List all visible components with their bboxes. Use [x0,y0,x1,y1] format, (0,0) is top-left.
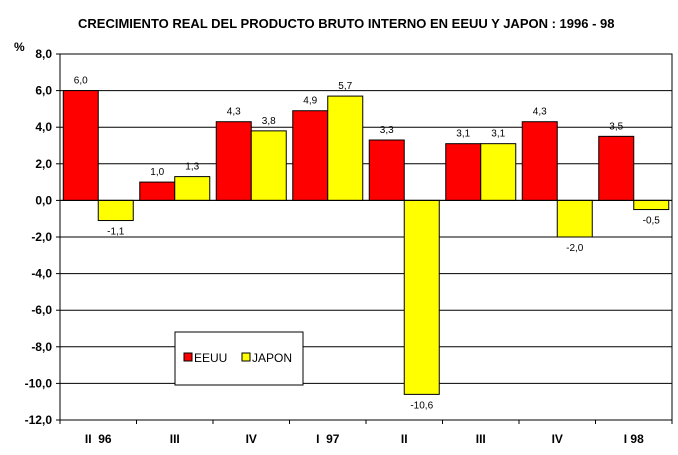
x-category-label: III [170,432,180,446]
y-axis-label: % [14,40,25,54]
bar-japon [250,130,287,201]
y-tick-label: -12,0 [25,413,53,427]
data-label: 4,9 [303,96,317,107]
data-label: -1,1 [107,227,125,238]
y-tick-label: 6,0 [35,84,52,98]
legend-label-japon: JAPON [252,351,292,365]
y-tick-label: -6,0 [31,303,52,317]
bar-japon [174,176,211,201]
legend: EEUU JAPON [174,331,304,386]
bar-japon [327,95,364,201]
bar-eeuu [521,121,558,201]
x-category-label: IV [246,432,257,446]
x-category-label: I 98 [624,432,644,446]
data-label: 3,3 [380,125,394,136]
data-label: -0,5 [643,216,661,227]
bar-eeuu [139,181,176,201]
bar-eeuu [445,143,482,201]
bar-japon [633,199,670,211]
bar-japon [556,199,593,238]
data-label: -2,0 [566,243,584,254]
legend-swatch-eeuu [183,352,193,362]
data-label: -10,6 [410,400,433,411]
legend-label-eeuu: EEUU [194,351,227,365]
legend-swatch-japon [241,352,251,362]
x-category-label: IV [552,432,563,446]
data-label: 5,7 [338,81,352,92]
y-tick-label: 4,0 [35,120,52,134]
data-label: 6,0 [74,76,88,87]
data-label: 3,8 [262,116,276,127]
bar-eeuu [215,121,252,201]
bar-japon [403,199,440,395]
data-label: 3,1 [491,129,505,140]
bar-japon [97,199,134,222]
data-label: 3,1 [456,129,470,140]
bar-eeuu [368,139,405,201]
y-tick-label: -10,0 [25,376,53,390]
bars [62,90,670,395]
data-label: 1,0 [150,167,164,178]
y-tick-label: 0,0 [35,193,52,207]
x-category-label: II [401,432,408,446]
chart-title: CRECIMIENTO REAL DEL PRODUCTO BRUTO INTE… [78,16,614,31]
y-tick-label: -4,0 [31,267,52,281]
x-category-label: II 96 [85,432,112,446]
bar-japon [480,143,517,201]
data-label: 4,3 [533,107,547,118]
x-category-label: I 97 [316,432,340,446]
y-tick-label: 2,0 [35,157,52,171]
y-tick-label: -2,0 [31,230,52,244]
axes: 8,0 6,0 4,0 2,0 0,0 -2,0 -4,0 -6,0 -8,0 -10,0 -12,… [25,47,673,446]
x-category-label: III [476,432,486,446]
legend-box [174,331,304,386]
data-label: 3,5 [609,121,623,132]
data-label: 4,3 [227,107,241,118]
y-tick-label: 8,0 [35,47,52,61]
data-labels: 6,0 1,0 4,3 4,9 3,3 3,1 4,3 3,5 -1,1 1,3 3,8 5,7 -10… [74,76,661,412]
bar-eeuu [292,110,329,201]
y-tick-label: -8,0 [31,340,52,354]
bar-eeuu [62,90,99,201]
bar-eeuu [598,135,635,201]
data-label: 1,3 [185,162,199,173]
